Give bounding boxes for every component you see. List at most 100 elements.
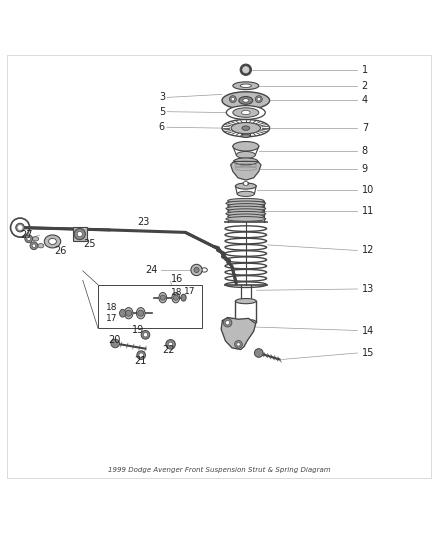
Circle shape [240, 64, 251, 75]
Circle shape [168, 342, 173, 346]
Bar [73, 227, 87, 241]
Text: 11: 11 [362, 206, 374, 216]
Circle shape [235, 341, 242, 348]
Ellipse shape [236, 319, 256, 325]
Text: 20: 20 [109, 335, 121, 345]
Ellipse shape [239, 96, 253, 104]
Ellipse shape [228, 214, 264, 219]
Bar [98, 285, 202, 328]
Ellipse shape [242, 126, 250, 130]
Circle shape [30, 242, 38, 249]
Circle shape [126, 310, 132, 316]
Ellipse shape [120, 309, 126, 317]
Circle shape [194, 268, 199, 272]
Ellipse shape [124, 308, 133, 319]
Circle shape [257, 98, 261, 101]
Circle shape [226, 320, 230, 325]
Ellipse shape [228, 198, 264, 203]
Ellipse shape [243, 182, 249, 185]
Ellipse shape [233, 108, 259, 117]
Text: 14: 14 [362, 326, 374, 335]
Ellipse shape [226, 216, 266, 221]
Circle shape [74, 229, 85, 240]
Circle shape [231, 98, 235, 101]
Ellipse shape [243, 99, 249, 102]
Ellipse shape [231, 123, 261, 134]
Text: 26: 26 [54, 246, 66, 256]
Circle shape [166, 340, 175, 349]
Text: 10: 10 [362, 185, 374, 196]
Ellipse shape [236, 298, 256, 304]
Ellipse shape [172, 293, 180, 303]
Text: 1: 1 [362, 64, 368, 75]
Circle shape [255, 96, 262, 103]
Text: 12: 12 [362, 246, 374, 255]
Circle shape [173, 295, 178, 300]
Circle shape [137, 351, 145, 359]
Text: 9: 9 [362, 164, 368, 174]
Circle shape [244, 181, 248, 185]
Ellipse shape [181, 294, 186, 301]
Circle shape [18, 225, 22, 230]
Ellipse shape [228, 209, 264, 214]
Text: 27: 27 [20, 230, 32, 240]
Ellipse shape [226, 212, 266, 216]
Circle shape [230, 96, 236, 103]
Text: 1999 Dodge Avenger Front Suspension Strut & Spring Diagram: 1999 Dodge Avenger Front Suspension Stru… [108, 467, 330, 473]
Ellipse shape [233, 82, 259, 90]
Text: 4: 4 [362, 95, 368, 106]
Polygon shape [231, 161, 261, 180]
Ellipse shape [236, 151, 255, 158]
Ellipse shape [226, 106, 265, 119]
Circle shape [25, 235, 32, 243]
Polygon shape [221, 318, 256, 350]
Circle shape [160, 295, 166, 300]
Circle shape [138, 310, 144, 316]
Text: 21: 21 [134, 356, 147, 366]
Circle shape [27, 237, 31, 240]
Ellipse shape [222, 92, 270, 109]
Text: 6: 6 [159, 122, 165, 132]
Text: 18: 18 [171, 288, 183, 297]
Circle shape [237, 343, 240, 346]
Ellipse shape [242, 134, 250, 138]
Ellipse shape [233, 142, 259, 151]
Ellipse shape [236, 183, 256, 189]
Ellipse shape [159, 293, 167, 303]
Text: 2: 2 [362, 80, 368, 91]
Circle shape [223, 318, 232, 327]
Text: 8: 8 [362, 146, 368, 156]
Text: 17: 17 [184, 287, 195, 296]
Text: 5: 5 [159, 107, 165, 117]
Text: 16: 16 [171, 274, 184, 285]
Text: 17: 17 [106, 314, 117, 323]
Ellipse shape [44, 235, 61, 248]
Circle shape [111, 339, 120, 348]
Ellipse shape [32, 237, 39, 241]
Text: 22: 22 [162, 345, 174, 355]
Ellipse shape [38, 244, 44, 248]
Text: 23: 23 [137, 217, 149, 228]
Ellipse shape [241, 110, 250, 115]
Circle shape [143, 333, 148, 337]
Ellipse shape [237, 191, 254, 197]
Circle shape [141, 330, 150, 339]
Ellipse shape [228, 204, 264, 208]
Ellipse shape [240, 84, 251, 87]
Circle shape [254, 349, 263, 357]
Ellipse shape [136, 308, 145, 319]
Circle shape [77, 231, 82, 237]
Text: 25: 25 [83, 239, 95, 249]
Ellipse shape [49, 238, 57, 245]
Ellipse shape [226, 201, 266, 206]
Text: 13: 13 [362, 284, 374, 294]
Ellipse shape [226, 206, 266, 211]
Text: 3: 3 [159, 92, 165, 102]
Text: 19: 19 [132, 325, 144, 335]
Circle shape [139, 353, 143, 357]
Circle shape [191, 264, 202, 276]
Text: 18: 18 [106, 303, 117, 312]
Text: 15: 15 [362, 348, 374, 358]
Circle shape [32, 244, 35, 247]
Circle shape [16, 223, 25, 232]
